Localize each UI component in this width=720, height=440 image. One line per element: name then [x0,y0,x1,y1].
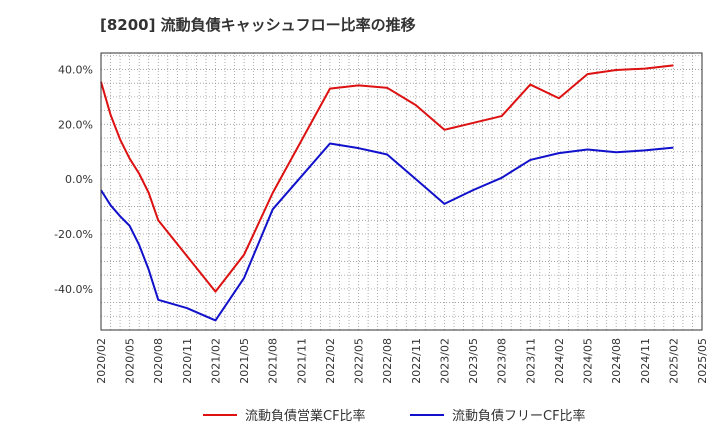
x-tick-label: 2025/05 [696,338,709,384]
x-tick-label: 2023/08 [496,338,509,384]
x-tick-label: 2024/11 [639,338,652,384]
chart-title: [8200] 流動負債キャッシュフロー比率の推移 [100,16,416,34]
x-tick-label: 2022/05 [353,338,366,384]
series-layer [100,64,674,322]
grid-lines [101,53,702,331]
x-tick-label: 2024/05 [582,338,595,384]
x-tick-label: 2025/02 [667,338,680,384]
y-tick-label: 0.0% [65,173,93,186]
x-tick-label: 2023/02 [438,338,451,384]
x-tick-label: 2020/11 [181,338,194,384]
x-tick-label: 2021/05 [238,338,251,384]
x-tick-label: 2023/05 [467,338,480,384]
y-tick-label: -40.0% [54,283,93,296]
plot-frame [100,52,703,331]
x-tick-label: 2020/08 [152,338,165,384]
x-tick-label: 2023/11 [524,338,537,384]
legend-label-1: 流動負債営業CF比率 [245,408,366,424]
x-tick-label: 2020/05 [124,338,137,384]
y-tick-label: 40.0% [58,63,93,76]
x-tick-label: 2024/08 [610,338,623,384]
series-line-1 [100,64,674,293]
x-axis: 2020/02 2020/05 2020/08 2020/11 2021/02 2021/… [95,338,709,384]
y-tick-label: -20.0% [54,228,93,241]
x-tick-label: 2021/11 [295,338,308,384]
x-tick-label: 2022/02 [324,338,337,384]
x-tick-label: 2022/11 [410,338,423,384]
y-axis: -40.0% -20.0% 0.0% 20.0% 40.0% [54,63,93,295]
x-tick-label: 2021/02 [209,338,222,384]
plot-area [101,53,702,330]
x-tick-label: 2022/08 [381,338,394,384]
series-line-2 [100,142,674,322]
legend: 流動負債営業CF比率 流動負債フリーCF比率 [203,408,586,424]
x-tick-label: 2020/02 [95,338,108,384]
y-tick-label: 20.0% [58,118,93,131]
legend-label-2: 流動負債フリーCF比率 [452,408,586,424]
x-tick-label: 2024/02 [553,338,566,384]
x-tick-label: 2021/08 [267,338,280,384]
